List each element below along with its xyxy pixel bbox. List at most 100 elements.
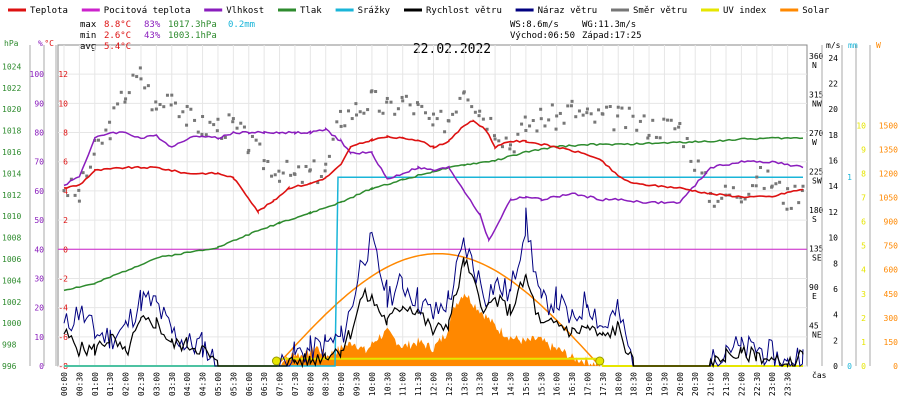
x-tick-label: 09:30 (353, 372, 362, 396)
wind-dir-point (585, 111, 589, 115)
wind-dir-point (789, 206, 793, 210)
wind-dir-point (400, 95, 404, 99)
pct-tick: 80 (34, 129, 44, 138)
temp-tick: -4 (58, 304, 68, 313)
temp-tick: 6 (63, 158, 68, 167)
wind-dir-point (693, 168, 697, 172)
wind-dir-point (285, 159, 289, 163)
wind-dir-point (278, 179, 282, 183)
ms-tick: 18 (828, 131, 838, 140)
wind-dir-point (743, 197, 747, 201)
wind-dir-point (754, 184, 758, 188)
wind-dir-point (543, 124, 547, 128)
temp-tick: 12 (58, 70, 68, 79)
temp-tick: 0 (63, 245, 68, 254)
uv-tick: 0 (861, 362, 866, 371)
wind-dir-point (781, 201, 785, 205)
ms-tick: 24 (828, 54, 838, 63)
x-tick-label: 16:00 (553, 372, 562, 396)
wind-dir-point (335, 120, 339, 124)
ms-tick: 12 (828, 208, 838, 217)
wind-dir-point (254, 138, 258, 142)
x-tick-label: 09:00 (337, 372, 346, 396)
wind-dir-point (185, 105, 189, 109)
legend-label: Pocitová teplota (104, 6, 191, 16)
wind-dir-point (416, 102, 420, 106)
wind-dir-point (642, 114, 646, 118)
info-sunrise: Východ:06:50 (510, 31, 575, 41)
wind-dir-point (312, 159, 316, 163)
x-tick-label: 21:00 (707, 372, 716, 396)
wind-dir-point (165, 93, 169, 97)
wind-dir-point (85, 174, 89, 178)
wind-dir-point (273, 173, 277, 177)
wind-dir-point (624, 126, 628, 130)
wind-dir-point (69, 177, 73, 181)
wind-dir-point (123, 100, 127, 104)
wind-dir-point (127, 91, 131, 95)
x-tick-label: 02:00 (122, 372, 131, 396)
wind-dir-point (539, 117, 543, 121)
w-tick: 450 (884, 290, 899, 299)
stats-min-hum: 43% (144, 31, 161, 41)
wind-dir-point (439, 109, 443, 113)
x-tick-label: 01:00 (91, 372, 100, 396)
w-tick: 0 (893, 362, 898, 371)
dir-tick-name: SE (812, 253, 822, 262)
wind-dir-point (324, 162, 328, 166)
wind-dir-point (108, 137, 112, 141)
x-tick-label: 10:00 (368, 372, 377, 396)
wind-dir-point (77, 199, 81, 203)
wind-dir-point (524, 129, 528, 133)
wind-dir-point (612, 128, 616, 132)
ms-tick: 10 (828, 234, 838, 243)
wind-dir-point (354, 102, 358, 106)
wind-dir-point (81, 171, 85, 175)
mm-tick: 0 (847, 362, 852, 371)
stats-min-label: min (80, 31, 96, 41)
wind-dir-point (124, 97, 128, 101)
wind-dir-point (350, 117, 354, 121)
wind-dir-point (227, 113, 231, 117)
wind-dir-point (481, 117, 485, 121)
series-humidity (63, 127, 804, 243)
legend-label: Solar (802, 6, 830, 16)
wind-dir-point (170, 93, 174, 97)
dir-tick-name: SW (812, 176, 822, 185)
ms-tick: 6 (833, 285, 838, 294)
wind-dir-point (266, 159, 270, 163)
wind-dir-point (162, 105, 166, 109)
wind-dir-point (466, 98, 470, 102)
uv-tick: 3 (861, 290, 866, 299)
legend: Teplota Pocitová teplota Vlhkost Tlak Srážky… (8, 6, 830, 16)
wind-dir-point (616, 105, 620, 109)
w-tick: 1500 (879, 121, 898, 130)
x-tick-label: 20:30 (691, 372, 700, 396)
wind-dir-point (389, 100, 393, 104)
legend-label: Teplota (30, 6, 68, 16)
w-tick: 1350 (879, 145, 898, 154)
wind-dir-point (235, 126, 239, 130)
wind-dir-point (793, 184, 797, 188)
dir-tick-deg: 45 (809, 321, 819, 330)
x-tick-label: 16:30 (568, 372, 577, 396)
stats-max-temp: 8.8°C (104, 20, 131, 30)
dir-tick-name: W (812, 138, 817, 147)
wind-dir-point (381, 111, 385, 115)
ms-tick: 0 (833, 362, 838, 371)
wind-dir-point (720, 196, 724, 200)
wind-dir-point (393, 112, 397, 116)
wind-dir-point (605, 105, 609, 109)
wind-dir-point (355, 113, 359, 117)
wind-dir-point (555, 114, 559, 118)
ms-tick: 8 (833, 259, 838, 268)
wind-dir-point (646, 136, 650, 140)
wind-dir-point (154, 107, 158, 111)
wind-dir-point (508, 147, 512, 151)
wind-dir-point (431, 123, 435, 127)
pct-tick: 20 (34, 304, 44, 313)
wind-dir-point (585, 107, 589, 111)
pct-tick: 30 (34, 274, 44, 283)
uv-tick: 10 (856, 121, 866, 130)
wind-dir-point (343, 124, 347, 128)
